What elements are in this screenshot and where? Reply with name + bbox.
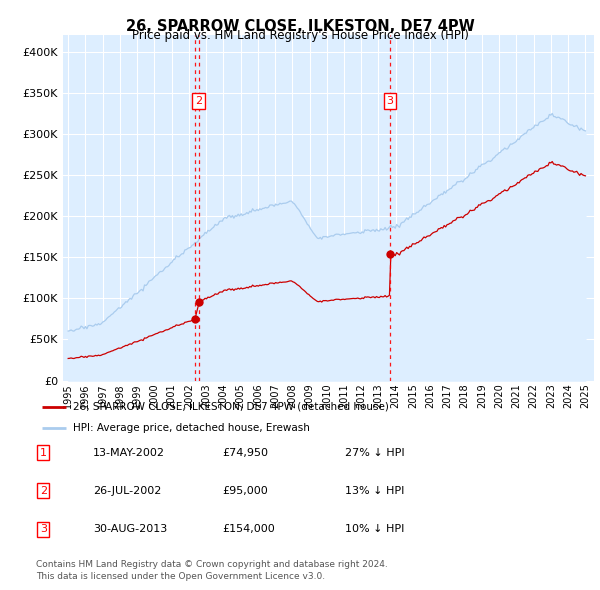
Text: 2: 2 bbox=[40, 486, 47, 496]
Text: Price paid vs. HM Land Registry's House Price Index (HPI): Price paid vs. HM Land Registry's House … bbox=[131, 30, 469, 42]
Text: 3: 3 bbox=[40, 525, 47, 534]
Text: 10% ↓ HPI: 10% ↓ HPI bbox=[345, 525, 404, 534]
Text: 13-MAY-2002: 13-MAY-2002 bbox=[93, 448, 165, 457]
Text: 3: 3 bbox=[386, 96, 394, 106]
Text: HPI: Average price, detached house, Erewash: HPI: Average price, detached house, Erew… bbox=[73, 424, 310, 434]
Text: £154,000: £154,000 bbox=[222, 525, 275, 534]
Text: 26-JUL-2002: 26-JUL-2002 bbox=[93, 486, 161, 496]
Text: 1: 1 bbox=[40, 448, 47, 457]
Text: Contains HM Land Registry data © Crown copyright and database right 2024.
This d: Contains HM Land Registry data © Crown c… bbox=[36, 560, 388, 581]
Text: 30-AUG-2013: 30-AUG-2013 bbox=[93, 525, 167, 534]
Text: £74,950: £74,950 bbox=[222, 448, 268, 457]
Text: 13% ↓ HPI: 13% ↓ HPI bbox=[345, 486, 404, 496]
Text: 27% ↓ HPI: 27% ↓ HPI bbox=[345, 448, 404, 457]
Text: 26, SPARROW CLOSE, ILKESTON, DE7 4PW (detached house): 26, SPARROW CLOSE, ILKESTON, DE7 4PW (de… bbox=[73, 402, 389, 412]
Text: £95,000: £95,000 bbox=[222, 486, 268, 496]
Text: 26, SPARROW CLOSE, ILKESTON, DE7 4PW: 26, SPARROW CLOSE, ILKESTON, DE7 4PW bbox=[125, 19, 475, 34]
Text: 2: 2 bbox=[195, 96, 202, 106]
